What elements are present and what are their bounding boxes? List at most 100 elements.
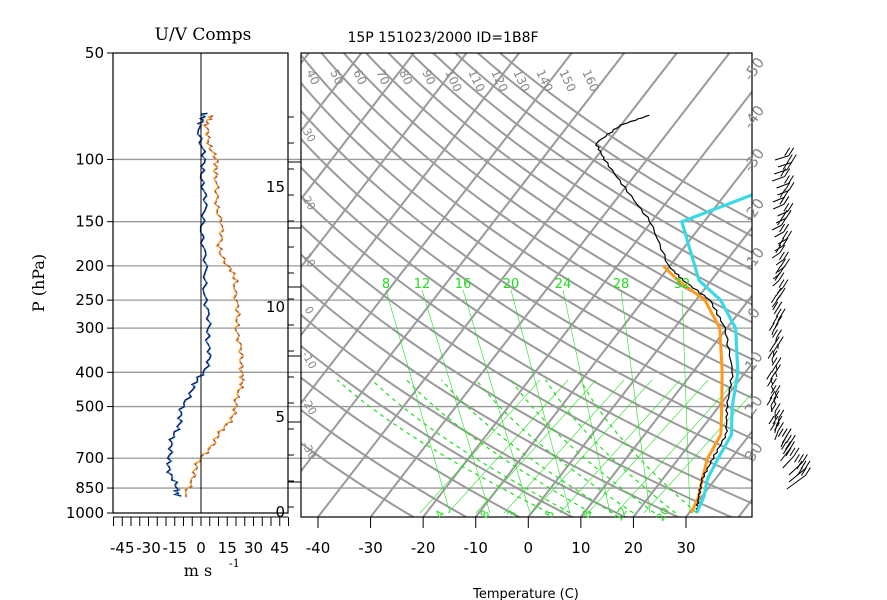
pressure-tick-label: 50 <box>85 44 104 62</box>
wind-barb-flag <box>784 175 790 184</box>
moist-adiabat-temp-label: 10 <box>300 251 318 270</box>
moist-adiabat-temp-label: 0 <box>302 304 317 317</box>
isotherm-line <box>527 226 752 517</box>
pressure-tick-label: 850 <box>75 479 104 497</box>
wind-tick-label: 30 <box>244 539 263 557</box>
temp-tick-label: -20 <box>411 539 436 557</box>
moist-adiabats <box>336 379 697 514</box>
wind-barb-flag <box>779 244 786 254</box>
mixing-ratio-line <box>447 379 569 514</box>
isotherm-line <box>369 53 731 517</box>
wind-barb-flag <box>770 403 777 412</box>
isotherm-line <box>301 53 520 337</box>
wind-barb-flag <box>774 422 780 431</box>
wind-barb-flag <box>778 409 785 419</box>
wind-barb-flag <box>774 294 781 304</box>
wind-barb-flag <box>785 434 792 444</box>
moist-adiabat-temp-label: 30 <box>300 126 318 145</box>
wind-barb-flag <box>774 385 781 394</box>
temp-tick-label: -10 <box>463 539 488 557</box>
dry-adiabat <box>301 166 752 461</box>
wind-barb-flag <box>767 378 773 387</box>
wind-barb-flag <box>781 216 787 226</box>
wind-barb-flag <box>789 434 796 444</box>
isotherm-line <box>301 53 415 201</box>
uv-plot-frame <box>112 52 289 514</box>
uv-xlabel: m s <box>184 561 212 580</box>
dry-adiabat <box>301 313 628 517</box>
temp-tick-label: 20 <box>624 539 643 557</box>
wind-barb-staff <box>788 468 806 483</box>
dry-adiabat <box>476 53 752 238</box>
pressure-tick-label: 150 <box>75 213 104 231</box>
wind-barb-flag <box>777 428 784 437</box>
wind-barb-flag <box>778 251 785 261</box>
moist-adiabat <box>475 379 634 514</box>
wind-barb-flag <box>779 223 786 233</box>
wind-barb-staff <box>775 365 778 371</box>
wind-barb-flag <box>770 294 777 304</box>
wind-barb-flag <box>773 343 780 352</box>
wind-barb-staff <box>772 203 785 210</box>
wind-barb-flag <box>770 385 777 394</box>
moist-adiabat-label: 8 <box>478 508 493 521</box>
wind-barb-flag <box>785 447 792 457</box>
wind-tick-label: -15 <box>163 539 188 557</box>
wind-barb-flag <box>772 301 779 311</box>
wind-barb-flag <box>777 216 783 226</box>
wind-tick-marks <box>113 516 289 526</box>
wind-barb-flag <box>784 147 791 156</box>
dry-adiabat <box>301 408 469 517</box>
moist-adiabat <box>545 379 676 514</box>
wind-barb-flag <box>772 415 779 425</box>
wind-barb-flag <box>780 168 787 177</box>
wind-barb-flag <box>770 422 776 431</box>
wind-barb-flag <box>776 301 783 311</box>
wind-barb-staff <box>777 316 781 322</box>
wind-barb-flag <box>804 467 811 476</box>
skewt-plot-frame <box>300 52 753 518</box>
wind-barb-flag <box>769 343 776 352</box>
wind-barb-flag <box>783 223 790 233</box>
wind-barb-flag <box>777 336 784 345</box>
isotherm-line <box>685 430 752 517</box>
wind-barb-flag <box>778 237 785 247</box>
dry-adiabats <box>301 53 752 517</box>
mixing-ratio-line <box>615 379 737 514</box>
pressure-tick-label: 400 <box>75 363 104 381</box>
wind-barb-flag <box>768 415 775 425</box>
wind-barb-flag <box>770 371 777 380</box>
wind-barb-flag <box>774 409 781 419</box>
temp-tick-label: -40 <box>306 539 331 557</box>
wind-barb-flag <box>798 454 804 463</box>
wind-barb-flag <box>779 196 786 205</box>
theta-label: 150 <box>556 67 578 94</box>
wind-barb-flag <box>787 202 794 212</box>
theta-label: 70 <box>373 67 392 87</box>
dry-adiabat <box>301 223 752 505</box>
mixing-ratio-label: 24 <box>555 277 572 292</box>
wind-barb-staff <box>775 217 787 224</box>
uv-xlabel-exponent: -1 <box>229 557 240 570</box>
wind-barb-staff <box>771 330 774 336</box>
wind-barb-flag <box>771 357 778 366</box>
theta-label: 160 <box>579 67 601 94</box>
wind-barb-staff <box>772 280 780 287</box>
wind-barb-flag <box>775 357 782 366</box>
wind-barb-flag <box>769 390 776 400</box>
wind-barb-flag <box>786 161 793 170</box>
pressure-tick-label: 100 <box>75 150 104 168</box>
wind-barb-flag <box>773 390 780 400</box>
isotherm-line <box>301 53 626 473</box>
mixing-ratio-line <box>475 379 597 514</box>
wind-barb-flag <box>796 460 803 470</box>
dry-adiabat <box>431 53 752 271</box>
moist-adiabat-label: 3 <box>505 508 520 521</box>
temp-tick-label: 0 <box>524 539 534 557</box>
mixing-ratio-line <box>462 289 531 514</box>
mixing-ratio-label: 32 <box>674 277 691 292</box>
wind-barb-flag <box>779 189 786 198</box>
theta-label: 90 <box>419 67 438 87</box>
isotherm-line <box>791 53 887 517</box>
